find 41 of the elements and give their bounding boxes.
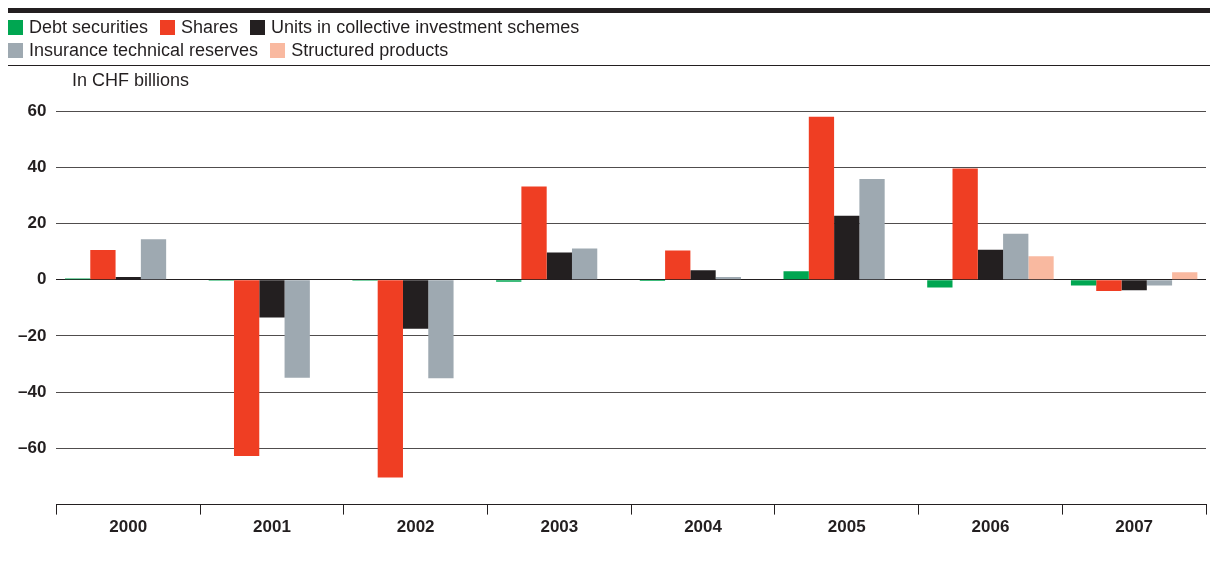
bar — [1172, 272, 1198, 280]
bar — [1146, 280, 1173, 286]
bar — [571, 248, 598, 280]
bar — [783, 271, 809, 280]
y-tick-label: 60 — [27, 100, 47, 120]
legend-label: Structured products — [291, 40, 449, 61]
x-tick-label: 2006 — [971, 517, 1010, 537]
legend-label: Debt securities — [29, 17, 149, 38]
bar — [1003, 233, 1029, 280]
x-tick-label: 2005 — [827, 517, 866, 537]
bar — [808, 116, 835, 280]
bar — [927, 280, 953, 288]
legend-label: Insurance technical reserves — [29, 40, 259, 61]
y-tick-label: –60 — [17, 438, 47, 458]
bar — [377, 280, 403, 478]
y-tick-label: –40 — [17, 381, 47, 401]
legend-label: Units in collective investment schemes — [271, 17, 580, 38]
bar — [665, 250, 691, 280]
bar — [428, 280, 454, 379]
x-tick-label: 2002 — [396, 517, 435, 537]
y-tick-label: 20 — [27, 213, 47, 233]
bar — [284, 280, 310, 378]
bar — [1070, 280, 1097, 286]
bar — [233, 280, 260, 456]
bar — [90, 250, 116, 280]
bar — [140, 239, 167, 280]
bar — [859, 178, 885, 280]
y-tick-label: –20 — [17, 325, 47, 345]
y-tick-label: 40 — [27, 157, 47, 177]
y-axis-title: In CHF billions — [71, 70, 191, 91]
bar — [1096, 280, 1122, 292]
bar — [1028, 256, 1054, 280]
x-tick-label: 2004 — [684, 517, 723, 537]
x-tick-label: 2001 — [253, 517, 291, 537]
bar — [521, 186, 547, 280]
x-tick-label: 2007 — [1115, 517, 1154, 537]
legend-label: Shares — [181, 17, 239, 38]
x-tick-label: 2000 — [109, 517, 148, 537]
y-tick-label: 0 — [36, 269, 47, 289]
x-tick-label: 2003 — [540, 517, 579, 537]
bar — [952, 168, 978, 280]
